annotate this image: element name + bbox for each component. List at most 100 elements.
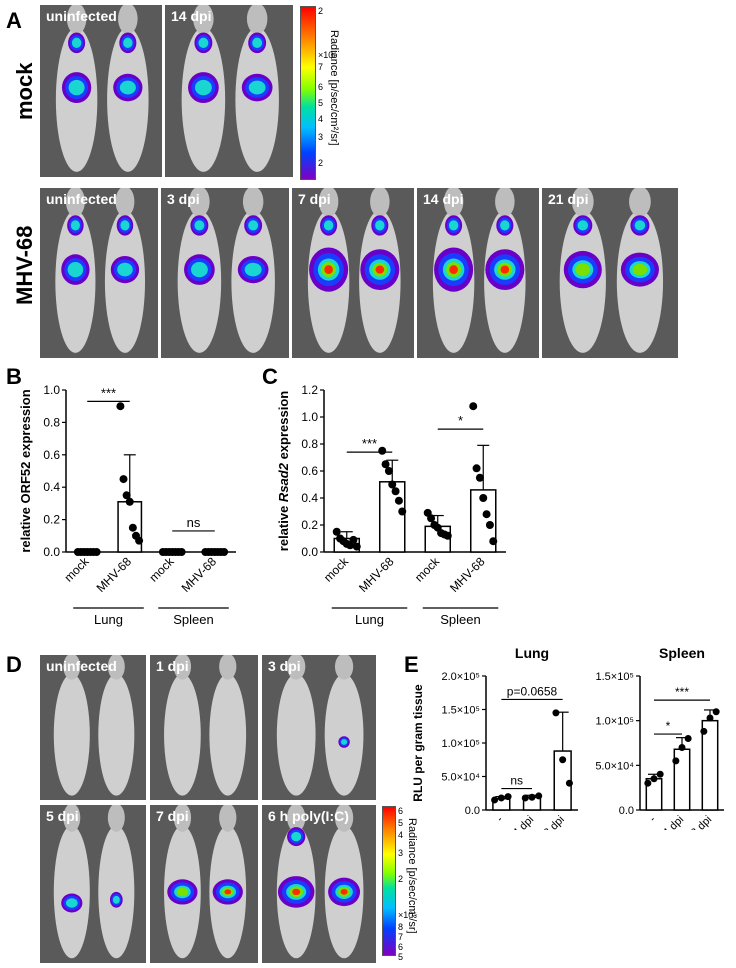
colorbar-d-tick: ×10⁵ xyxy=(398,910,417,920)
luminescence-signal xyxy=(248,32,267,54)
data-point xyxy=(391,487,400,496)
y-tick-label: 0.4 xyxy=(301,491,318,505)
y-tick-label: 0.2 xyxy=(301,518,318,532)
data-point xyxy=(535,792,543,800)
data-point xyxy=(479,494,488,502)
data-point xyxy=(469,402,478,411)
data-point xyxy=(125,497,134,506)
luminescence-signal xyxy=(190,215,209,236)
data-point xyxy=(427,514,436,523)
image-panel-mhv-3dpi-image xyxy=(177,188,275,353)
timepoint-label: 1 dpi xyxy=(156,658,189,674)
data-point xyxy=(565,779,573,787)
luminescence-signal xyxy=(485,249,525,290)
data-point xyxy=(119,475,128,484)
mouse-head xyxy=(246,5,268,35)
y-tick-label: 5.0×10⁴ xyxy=(595,760,634,772)
significance-label: * xyxy=(666,719,671,733)
mouse-head xyxy=(334,655,354,680)
colorbar-a-tick: 2 xyxy=(318,158,324,168)
image-panel-d-3dpi: 3 dpi xyxy=(262,655,376,800)
luminescence-signal xyxy=(445,215,463,236)
timepoint-label: uninfected xyxy=(46,658,117,674)
x-tick-label: mock xyxy=(146,554,177,585)
y-axis-label: relative ORF52 expression xyxy=(18,389,33,552)
image-panel-mhv-21dpi: 21 dpi xyxy=(542,188,678,358)
x-tick-label: mock xyxy=(412,554,443,585)
colorbar-d-tick: 3 xyxy=(398,848,404,858)
colorbar-d-tick: 5 xyxy=(398,952,404,962)
colorbar-a-tick: 2 xyxy=(318,6,324,16)
data-point xyxy=(684,735,692,743)
group-label: Spleen xyxy=(440,612,480,627)
mouse-body xyxy=(209,673,247,796)
luminescence-signal xyxy=(620,252,659,287)
data-point xyxy=(497,794,505,802)
mouse-head xyxy=(495,188,515,217)
luminescence-signal xyxy=(309,247,349,292)
luminescence-signal xyxy=(110,256,140,284)
row-label-mhv68: MHV-68 xyxy=(12,225,37,305)
image-panel-mock-14dpi: 14 dpi xyxy=(165,5,293,177)
data-point xyxy=(394,496,403,505)
data-point xyxy=(122,491,131,500)
colorbar-d xyxy=(382,806,396,956)
y-tick-label: 2.0×10⁵ xyxy=(441,671,480,683)
image-panel-mhv-14dpi-image xyxy=(432,188,526,353)
luminescence-signal xyxy=(496,215,514,236)
image-panel-mhv-3dpi: 3 dpi xyxy=(161,188,289,358)
luminescence-signal xyxy=(434,247,474,292)
chart-e-lung: 0.0 5.0×10⁴ 1.0×10⁵ 1.5×10⁵ 2.0×10⁵ RLU per g… xyxy=(411,645,578,830)
mouse-body xyxy=(98,673,135,796)
timepoint-label: 7 dpi xyxy=(156,808,189,824)
significance-label: * xyxy=(458,413,463,428)
mouse-head xyxy=(242,188,264,217)
mouse-head xyxy=(287,805,306,832)
data-point xyxy=(398,507,407,516)
mouse-body xyxy=(98,825,135,959)
mouse-head xyxy=(318,188,339,217)
colorbar-d-tick: 8 xyxy=(398,922,404,932)
data-point xyxy=(220,548,229,556)
colorbar-a-tick: 7 xyxy=(318,62,324,72)
image-panel-d-polyic-image xyxy=(276,805,364,959)
timepoint-label: 3 dpi xyxy=(268,658,301,674)
luminescence-signal xyxy=(61,72,92,104)
data-point xyxy=(352,542,361,551)
luminescence-signal xyxy=(212,879,243,905)
y-axis-label: RLU per gram tissue xyxy=(411,684,425,802)
timepoint-label: 21 dpi xyxy=(548,191,589,207)
y-tick-label: 1.0 xyxy=(43,383,60,397)
timepoint-label: 14 dpi xyxy=(423,191,464,207)
mouse-head xyxy=(66,5,87,35)
y-tick-label: 1.0×10⁵ xyxy=(595,716,634,728)
data-point xyxy=(552,709,560,717)
significance-label: *** xyxy=(362,436,377,451)
data-point xyxy=(349,535,358,544)
panel-letter-c: C xyxy=(262,364,278,389)
image-panel-d-1dpi-image xyxy=(164,655,247,796)
mouse-head xyxy=(118,5,138,35)
timepoint-label: 14 dpi xyxy=(171,8,212,24)
timepoint-label: 6 h poly(I:C) xyxy=(268,808,349,824)
luminescence-signal xyxy=(573,215,593,236)
mouse-head xyxy=(63,655,81,680)
luminescence-signal xyxy=(167,879,198,905)
data-point xyxy=(116,402,125,411)
colorbar-a-title: Radiance [p/sec/cm²/sr] xyxy=(328,30,340,146)
image-panel-mhv-7dpi: 7 dpi xyxy=(292,188,414,358)
luminescence-signal xyxy=(113,73,143,102)
significance-label: p=0.0658 xyxy=(507,684,558,698)
row-label-mock: mock xyxy=(12,62,37,120)
luminescence-signal xyxy=(277,876,315,908)
significance-label: *** xyxy=(675,685,689,699)
x-tick-label: MHV-68 xyxy=(179,554,220,595)
luminescence-signal xyxy=(320,215,338,236)
luminescence-signal xyxy=(563,250,602,289)
y-tick-label: 0.0 xyxy=(619,805,634,817)
image-panel-mhv-uninfected: uninfected xyxy=(40,188,158,358)
timepoint-label: 3 dpi xyxy=(167,191,200,207)
luminescence-signal xyxy=(116,215,134,236)
mouse-head xyxy=(334,805,354,832)
luminescence-signal xyxy=(194,32,213,54)
